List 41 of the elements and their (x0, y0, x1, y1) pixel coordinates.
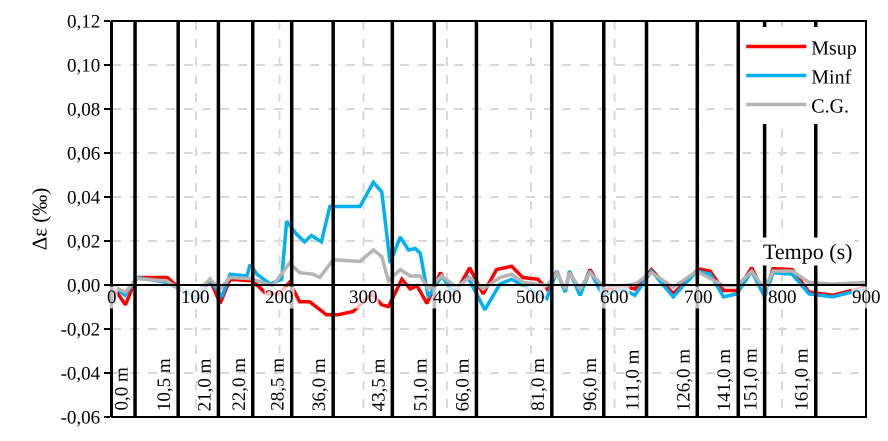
ref-line-label: 126,0 m (673, 348, 694, 412)
ref-line-label: 66,0 m (452, 358, 474, 412)
x-tick-label: 100 (181, 287, 210, 308)
ref-line-label: 0,0 m (112, 367, 133, 411)
legend-label: Msup (811, 37, 857, 60)
ref-line-label: 111,0 m (622, 349, 644, 410)
ref-line-label: 161,0 m (792, 348, 813, 411)
x-tick-label: 500 (516, 287, 544, 308)
y-tick-label: -0,06 (60, 408, 100, 429)
x-tick-label: 800 (768, 287, 796, 308)
ref-line-label: 151,0 m (740, 348, 762, 411)
ref-line-label: 22,0 m (228, 358, 250, 411)
ref-line-label: 51,0 m (410, 358, 432, 412)
y-axis-title: Δε (‰) (27, 188, 52, 250)
ref-line-label: 36,0 m (309, 358, 330, 412)
y-tick-label: 0,02 (66, 232, 100, 253)
ref-line-label: 10,5 m (154, 358, 176, 412)
y-tick-label: 0,06 (66, 144, 100, 165)
legend-label: C.G. (811, 95, 850, 118)
ref-line-label: 21,0 m (194, 358, 216, 412)
x-tick-label: 700 (684, 287, 712, 308)
x-tick-label: 200 (265, 287, 294, 308)
x-tick-label: 300 (349, 287, 378, 308)
ref-line-label: 81,0 m (528, 358, 549, 411)
x-tick-label: 0 (107, 287, 116, 308)
y-tick-label: -0,02 (60, 320, 100, 341)
x-axis-title: Tempo (s) (763, 239, 852, 264)
ref-line-label: 96,0 m (580, 358, 601, 411)
y-tick-label: 0,04 (66, 188, 101, 209)
y-tick-label: 0,08 (66, 100, 100, 121)
y-tick-label: 0,12 (66, 12, 100, 33)
ref-line-label: 141,0 m (714, 348, 736, 412)
ref-line-label: 28,5 m (268, 358, 289, 411)
x-tick-label: 400 (433, 287, 462, 308)
y-tick-label: 0,00 (66, 276, 100, 297)
x-tick-label: 600 (600, 287, 628, 308)
legend-label: Minf (811, 66, 852, 88)
ref-line-label: 43,5 m (368, 358, 390, 412)
x-tick-label: 900 (852, 287, 880, 308)
y-tick-label: -0,04 (60, 364, 101, 385)
y-tick-label: 0,10 (66, 56, 100, 77)
